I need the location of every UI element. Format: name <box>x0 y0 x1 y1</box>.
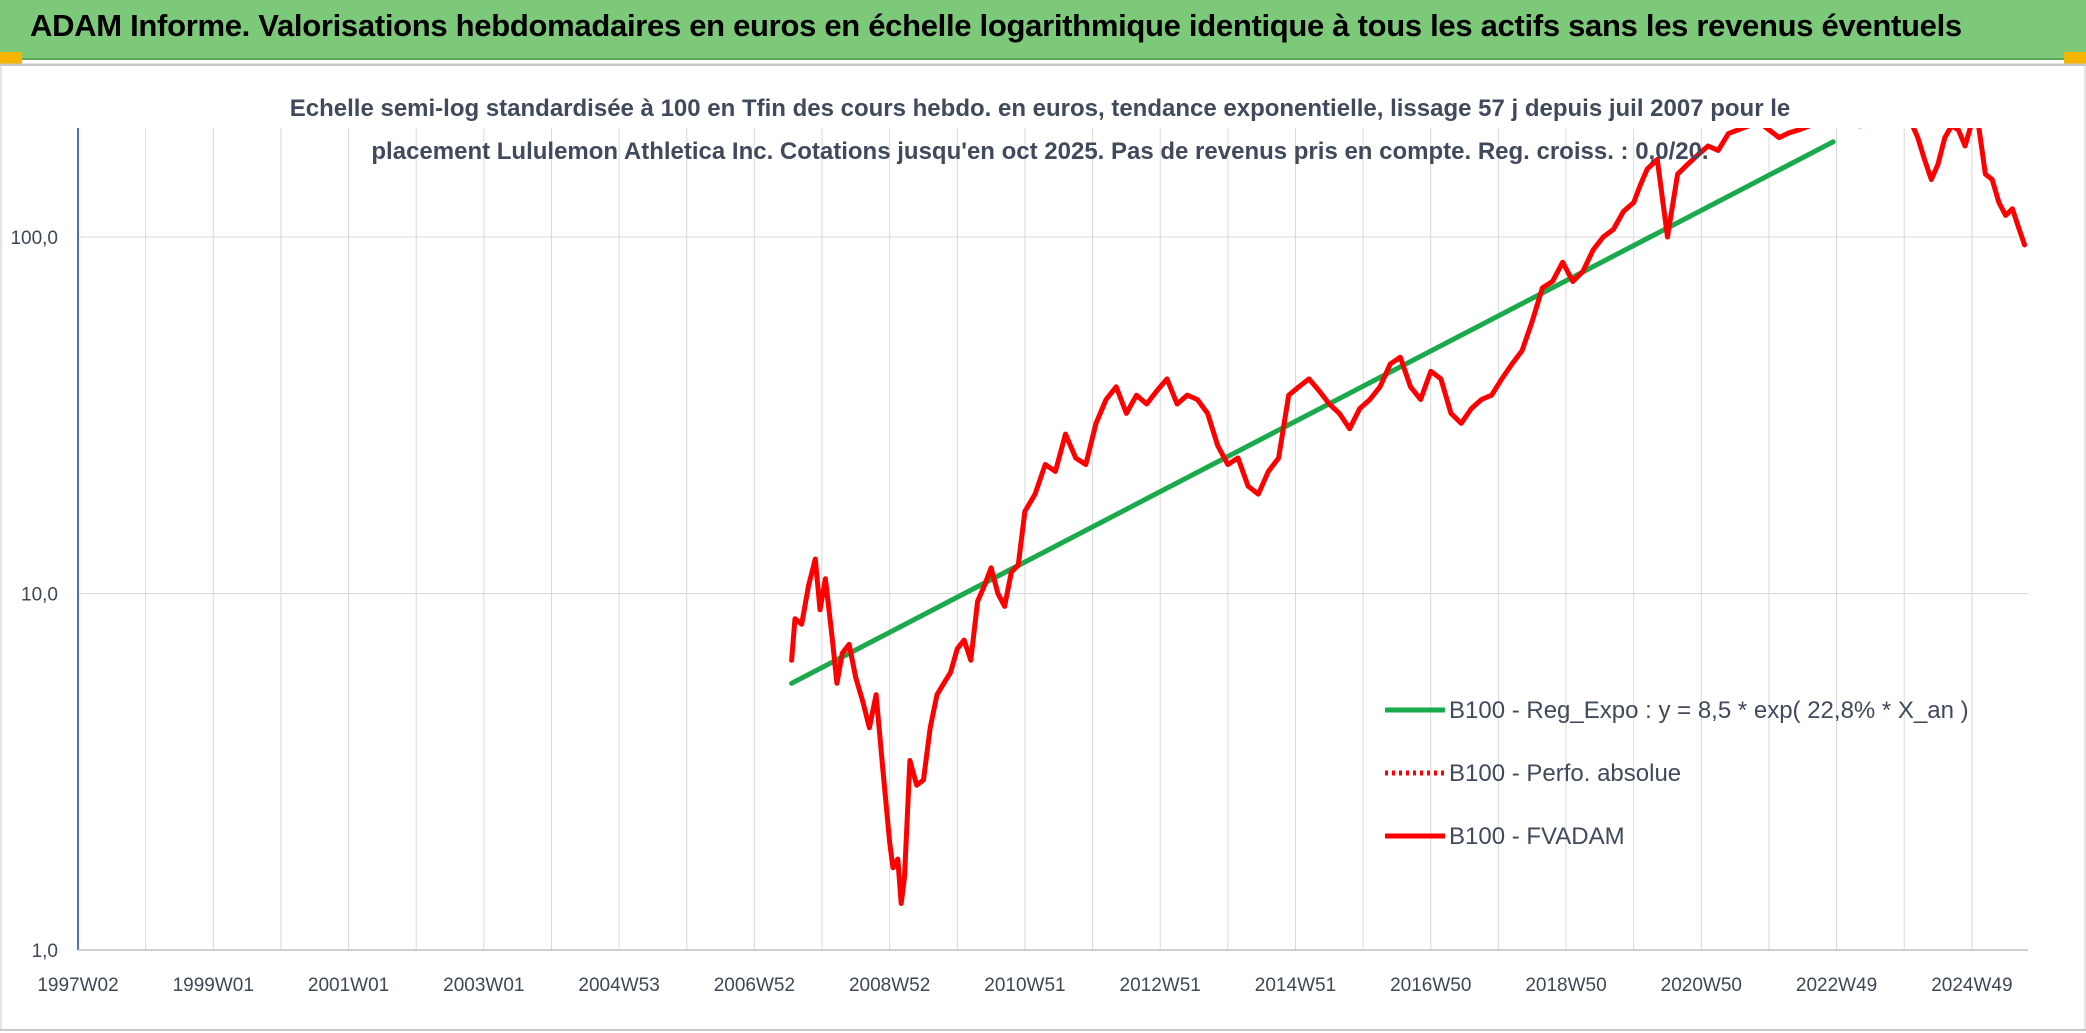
legend-label: B100 - FVADAM <box>1449 823 1625 850</box>
x-tick-label: 2006W52 <box>714 975 795 996</box>
chart-area-border <box>0 63 2086 1031</box>
x-tick-label: 2004W53 <box>578 975 659 996</box>
trend-series-line <box>789 139 1836 686</box>
x-tick-label: 2018W50 <box>1525 975 1606 996</box>
x-tick-label: 2014W51 <box>1255 975 1336 996</box>
x-tick-label: 2003W01 <box>443 975 524 996</box>
axis-layer: 1,0 10,0 100,0 1997W02 1999W01 2001W01 2003W01… <box>10 128 2028 996</box>
y-tick-label: 1,0 <box>32 941 58 962</box>
x-tick-label: 2010W51 <box>984 975 1065 996</box>
x-tick-label: 2012W51 <box>1120 975 1201 996</box>
chart-title-line-2: placement Lululemon Athletica Inc. Cotat… <box>371 138 1708 165</box>
legend-label: B100 - Perfo. absolue <box>1449 760 1681 787</box>
frame-top-border <box>0 64 2086 66</box>
header-bar: ADAM Informe. Valorisations hebdomadaire… <box>0 0 2086 60</box>
chart-title: Echelle semi-log standardisée à 100 en T… <box>290 95 1791 165</box>
grid-layer <box>77 128 2028 951</box>
x-tick-label: 2024W49 <box>1931 975 2012 996</box>
x-tick-label: 2008W52 <box>849 975 930 996</box>
y-tick-label: 10,0 <box>21 585 58 606</box>
series-layer <box>789 128 2028 906</box>
legend-label: B100 - Reg_Expo : y = 8,5 * exp( 22,8% *… <box>1449 697 1969 724</box>
price-series-line <box>789 128 2028 906</box>
corner-marker-left <box>0 52 22 66</box>
x-tick-label: 1999W01 <box>173 975 254 996</box>
x-tick-label: 2016W50 <box>1390 975 1471 996</box>
x-tick-label: 1997W02 <box>37 975 118 996</box>
x-tick-label: 2022W49 <box>1796 975 1877 996</box>
page-title: ADAM Informe. Valorisations hebdomadaire… <box>30 8 1962 43</box>
x-tick-label: 2020W50 <box>1661 975 1742 996</box>
legend: B100 - Reg_Expo : y = 8,5 * exp( 22,8% *… <box>1385 697 1969 850</box>
corner-marker-right <box>2064 52 2086 66</box>
x-tick-label: 2001W01 <box>308 975 389 996</box>
chart-title-line-1: Echelle semi-log standardisée à 100 en T… <box>290 95 1791 122</box>
y-tick-label: 100,0 <box>10 228 58 249</box>
